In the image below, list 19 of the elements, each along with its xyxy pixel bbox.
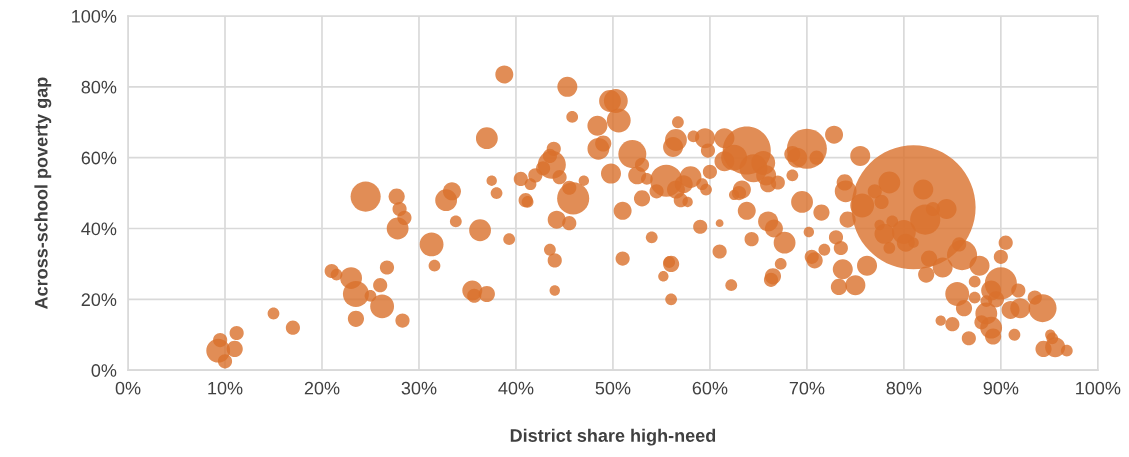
y-tick-label: 80% [81,80,117,94]
y-tick-label: 0% [91,364,117,377]
x-tick-label: 50% [595,381,631,395]
y-tick-label: 20% [81,293,117,307]
y-axis-title: Across-school poverty gap [34,77,52,310]
y-tick-label: 40% [81,222,117,236]
x-tick-label: 0% [115,381,141,395]
x-axis-title: District share high-need [510,428,716,446]
x-tick-label: 100% [1076,381,1121,395]
y-tick-label: 60% [81,151,117,165]
x-tick-label: 70% [789,381,825,395]
x-tick-label: 60% [692,381,728,395]
x-tick-label: 40% [498,381,534,395]
x-tick-label: 10% [208,381,243,395]
x-tick-label: 90% [983,381,1019,395]
x-tick-label: 30% [401,381,437,395]
x-tick-label: 80% [886,381,922,395]
x-tick-label: 20% [304,381,340,395]
y-tick-label: 100% [72,9,117,23]
